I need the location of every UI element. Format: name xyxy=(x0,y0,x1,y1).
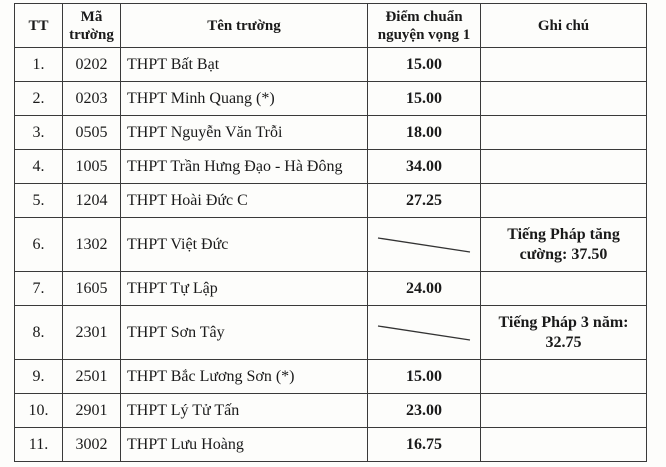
cell-ten-truong: THPT Lưu Hoàng xyxy=(120,427,368,462)
admission-score-table: TT Mã trường Tên trường Điểm chuẩn nguyệ… xyxy=(14,3,647,462)
cell-tt: 2. xyxy=(14,81,63,116)
cell-diem-chuan: 27.25 xyxy=(367,183,481,218)
cell-tt: 11. xyxy=(14,427,63,462)
cell-ten-truong: THPT Tự Lập xyxy=(120,271,368,306)
table-row: 11. 3002 THPT Lưu Hoàng 16.75 xyxy=(14,427,647,462)
cell-ma-truong: 1005 xyxy=(62,149,121,184)
cell-diem-chuan: 18.00 xyxy=(367,115,481,150)
header-ten-truong: Tên trường xyxy=(120,3,368,48)
cell-ma-truong: 3002 xyxy=(62,427,121,462)
cell-ma-truong: 1605 xyxy=(62,271,121,306)
cell-ghi-chu xyxy=(480,359,647,394)
cell-ten-truong: THPT Việt Đức xyxy=(120,217,368,272)
cell-ma-truong: 0505 xyxy=(62,115,121,150)
cell-ghi-chu xyxy=(480,115,647,150)
cell-ma-truong: 0203 xyxy=(62,81,121,116)
cell-diem-chuan: 23.00 xyxy=(367,393,481,428)
cell-ghi-chu: Tiếng Pháp tăng cường: 37.50 xyxy=(480,217,647,272)
cell-diem-chuan: 24.00 xyxy=(367,271,481,306)
cell-ma-truong: 1302 xyxy=(62,217,121,272)
header-tt: TT xyxy=(14,3,63,48)
cell-ten-truong: THPT Sơn Tây xyxy=(120,305,368,360)
table-row: 9. 2501 THPT Bắc Lương Sơn (*) 15.00 xyxy=(14,359,647,394)
header-row: TT Mã trường Tên trường Điểm chuẩn nguyệ… xyxy=(14,3,647,48)
cell-diem-chuan: 15.00 xyxy=(367,47,481,82)
cell-ghi-chu xyxy=(480,47,647,82)
cell-ten-truong: THPT Lý Tử Tấn xyxy=(120,393,368,428)
cell-diem-chuan: 16.75 xyxy=(367,427,481,462)
header-diem-chuan: Điểm chuẩn nguyện vọng 1 xyxy=(367,3,481,48)
cell-diem-chuan: 34.00 xyxy=(367,149,481,184)
cell-ghi-chu xyxy=(480,81,647,116)
cell-ten-truong: THPT Bắc Lương Sơn (*) xyxy=(120,359,368,394)
cell-tt: 10. xyxy=(14,393,63,428)
table-row: 5. 1204 THPT Hoài Đức C 27.25 xyxy=(14,183,647,218)
cell-diem-chuan-empty xyxy=(367,217,481,272)
cell-ma-truong: 0202 xyxy=(62,47,121,82)
cell-tt: 8. xyxy=(14,305,63,360)
cell-tt: 6. xyxy=(14,217,63,272)
cell-ten-truong: THPT Bất Bạt xyxy=(120,47,368,82)
table-row: 10. 2901 THPT Lý Tử Tấn 23.00 xyxy=(14,393,647,428)
cell-ma-truong: 2501 xyxy=(62,359,121,394)
diagonal-strike-mark xyxy=(377,236,471,253)
cell-tt: 5. xyxy=(14,183,63,218)
cell-ghi-chu xyxy=(480,271,647,306)
cell-ghi-chu xyxy=(480,393,647,428)
cell-ma-truong: 2301 xyxy=(62,305,121,360)
cell-ten-truong: THPT Hoài Đức C xyxy=(120,183,368,218)
cell-ma-truong: 2901 xyxy=(62,393,121,428)
cell-ghi-chu xyxy=(480,149,647,184)
cell-tt: 3. xyxy=(14,115,63,150)
table-row: 4. 1005 THPT Trần Hưng Đạo - Hà Đông 34.00 xyxy=(14,149,647,184)
header-ma-truong: Mã trường xyxy=(62,3,121,48)
header-ghi-chu: Ghi chú xyxy=(480,3,647,48)
cell-ghi-chu xyxy=(480,427,647,462)
cell-ghi-chu xyxy=(480,183,647,218)
table-row: 6. 1302 THPT Việt Đức Tiếng Pháp tăng cường… xyxy=(14,217,647,272)
cell-ma-truong: 1204 xyxy=(62,183,121,218)
table-row: 7. 1605 THPT Tự Lập 24.00 xyxy=(14,271,647,306)
cell-tt: 4. xyxy=(14,149,63,184)
table-row: 8. 2301 THPT Sơn Tây Tiếng Pháp 3 năm: 32.7… xyxy=(14,305,647,360)
cell-ten-truong: THPT Trần Hưng Đạo - Hà Đông xyxy=(120,149,368,184)
cell-tt: 7. xyxy=(14,271,63,306)
cell-tt: 9. xyxy=(14,359,63,394)
table-row: 1. 0202 THPT Bất Bạt 15.00 xyxy=(14,47,647,82)
cell-ten-truong: THPT Nguyễn Văn Trỗi xyxy=(120,115,368,150)
cell-diem-chuan: 15.00 xyxy=(367,359,481,394)
diagonal-strike-mark xyxy=(377,324,471,341)
cell-diem-chuan: 15.00 xyxy=(367,81,481,116)
table-row: 3. 0505 THPT Nguyễn Văn Trỗi 18.00 xyxy=(14,115,647,150)
cell-tt: 1. xyxy=(14,47,63,82)
cell-diem-chuan-empty xyxy=(367,305,481,360)
cell-ghi-chu: Tiếng Pháp 3 năm: 32.75 xyxy=(480,305,647,360)
cell-ten-truong: THPT Minh Quang (*) xyxy=(120,81,368,116)
table-row: 2. 0203 THPT Minh Quang (*) 15.00 xyxy=(14,81,647,116)
